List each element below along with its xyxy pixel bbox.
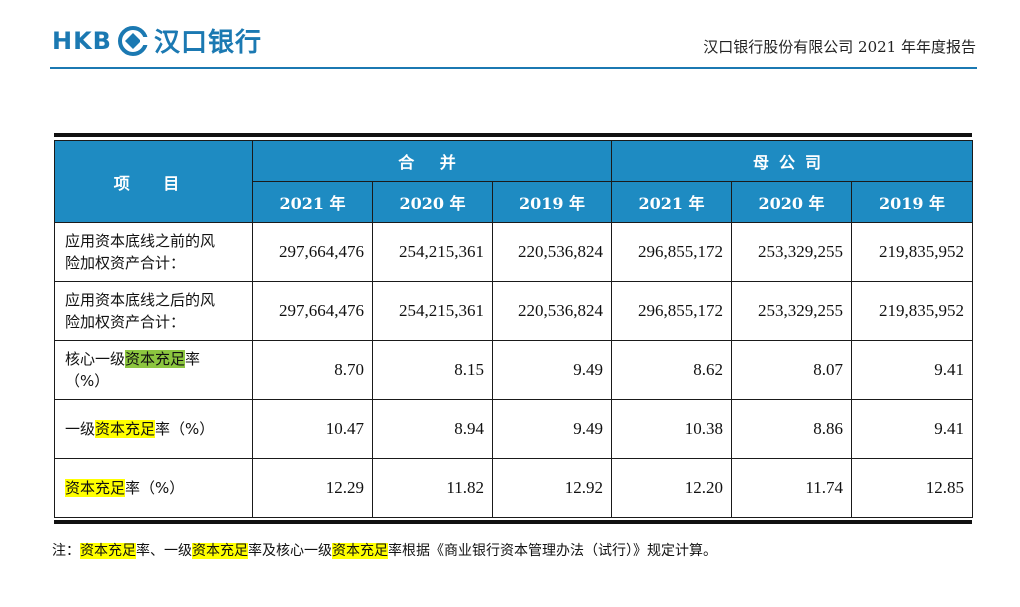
row-label-line: 险加权资产合计： <box>65 313 186 331</box>
header-divider <box>50 67 977 69</box>
consolidated-group-header: 合 并 <box>252 140 612 182</box>
row-label-text: 率（%） <box>155 420 215 438</box>
highlighted-term: 资本充足 <box>192 543 248 559</box>
row-label-line: 应用资本底线之后的风 <box>65 291 216 309</box>
highlighted-term: 资本充足 <box>65 479 126 497</box>
capital-adequacy-table-frame: 项 目 合 并 母公司 2021 年 2020 年 2019 年 2021 年 … <box>54 133 974 524</box>
table-cell: 254,215,361 <box>372 222 493 282</box>
footnote-text: 率、一级 <box>136 543 192 559</box>
logo-emblem-icon <box>117 25 148 56</box>
table-cell: 253,329,255 <box>731 222 852 282</box>
logo-latin-text: HKB <box>52 26 112 55</box>
logo-chinese-text: 汉口银行 <box>153 28 262 58</box>
row-label-text: 核心一级 <box>65 350 126 368</box>
table-header-row: 项 目 合 并 母公司 <box>54 140 974 223</box>
table-cell: 297,664,476 <box>252 222 373 282</box>
page-header: HKB 汉口银行 汉口银行股份有限公司 2021 年年度报告 <box>0 0 1020 72</box>
year-header-row: 2021 年 2020 年 2019 年 2021 年 2020 年 2019 … <box>55 181 974 223</box>
table-cell: 8.86 <box>731 399 852 459</box>
table-cell: 10.47 <box>252 399 373 459</box>
footnote-text: 注： <box>52 543 80 559</box>
table-cell: 8.62 <box>611 340 732 400</box>
year-header: 2019 年 <box>850 181 974 223</box>
table-row: 资本充足率（%） 12.29 11.82 12.92 12.20 11.74 1… <box>54 458 974 518</box>
year-header: 2020 年 <box>731 181 852 223</box>
row-label: 应用资本底线之后的风 险加权资产合计： <box>54 281 253 341</box>
year-header: 2020 年 <box>372 181 493 223</box>
highlighted-term: 资本充足 <box>95 420 156 438</box>
row-label: 核心一级资本充足率 （%） <box>54 340 253 400</box>
table-row: 应用资本底线之后的风 险加权资产合计： 297,664,476 254,215,… <box>54 281 974 341</box>
table-cell: 12.29 <box>252 458 373 518</box>
row-label-text: 率（%） <box>125 479 185 497</box>
table-row: 核心一级资本充足率 （%） 8.70 8.15 9.49 8.62 8.07 9… <box>54 340 974 400</box>
table-cell: 297,664,476 <box>252 281 373 341</box>
parent-company-group-header: 母公司 <box>610 140 974 182</box>
row-label: 一级资本充足率（%） <box>54 399 253 459</box>
table-cell: 254,215,361 <box>372 281 493 341</box>
table-cell: 8.15 <box>372 340 493 400</box>
table-cell: 9.49 <box>492 399 612 459</box>
table-footnote: 注：资本充足率、一级资本充足率及核心一级资本充足率根据《商业银行资本管理办法（试… <box>52 540 717 560</box>
footnote-text: 率及核心一级 <box>248 543 332 559</box>
table-row: 应用资本底线之前的风 险加权资产合计： 297,664,476 254,215,… <box>54 222 974 282</box>
table-cell: 8.07 <box>731 340 852 400</box>
year-header: 2021 年 <box>611 181 732 223</box>
table-cell: 9.49 <box>492 340 612 400</box>
row-label-line: 应用资本底线之前的风 <box>65 232 216 250</box>
table-cell: 11.82 <box>372 458 493 518</box>
table-cell: 12.92 <box>492 458 612 518</box>
table-cell: 12.85 <box>850 458 974 518</box>
row-label-line: 险加权资产合计： <box>65 254 186 272</box>
bank-logo: HKB 汉口银行 <box>52 22 262 59</box>
table-cell: 10.38 <box>611 399 732 459</box>
capital-adequacy-table: 项 目 合 并 母公司 2021 年 2020 年 2019 年 2021 年 … <box>54 140 974 518</box>
highlighted-term: 资本充足 <box>332 543 388 559</box>
report-title: 汉口银行股份有限公司 2021 年年度报告 <box>703 38 976 56</box>
table-cell: 11.74 <box>731 458 852 518</box>
table-cell: 296,855,172 <box>611 281 732 341</box>
row-label-line: （%） <box>65 372 110 390</box>
table-cell: 8.94 <box>372 399 493 459</box>
table-cell: 220,536,824 <box>492 222 612 282</box>
footnote-text: 率根据《商业银行资本管理办法（试行）》规定计算。 <box>388 543 717 559</box>
item-column-header: 项 目 <box>54 140 253 223</box>
table-cell: 220,536,824 <box>492 281 612 341</box>
row-label: 资本充足率（%） <box>54 458 253 518</box>
table-cell: 9.41 <box>850 399 974 459</box>
year-header: 2021 年 <box>252 181 373 223</box>
row-label: 应用资本底线之前的风 险加权资产合计： <box>54 222 253 282</box>
table-cell: 8.70 <box>252 340 373 400</box>
table-row: 一级资本充足率（%） 10.47 8.94 9.49 10.38 8.86 9.… <box>54 399 974 459</box>
table-cell: 219,835,952 <box>850 222 974 282</box>
row-label-text: 率 <box>185 350 201 368</box>
highlighted-term: 资本充足 <box>125 350 186 368</box>
highlighted-term: 资本充足 <box>80 543 136 559</box>
table-cell: 219,835,952 <box>850 281 974 341</box>
table-cell: 296,855,172 <box>611 222 732 282</box>
table-cell: 253,329,255 <box>731 281 852 341</box>
row-label-text: 一级 <box>65 420 96 438</box>
table-cell: 12.20 <box>611 458 732 518</box>
table-cell: 9.41 <box>850 340 974 400</box>
year-header: 2019 年 <box>492 181 612 223</box>
